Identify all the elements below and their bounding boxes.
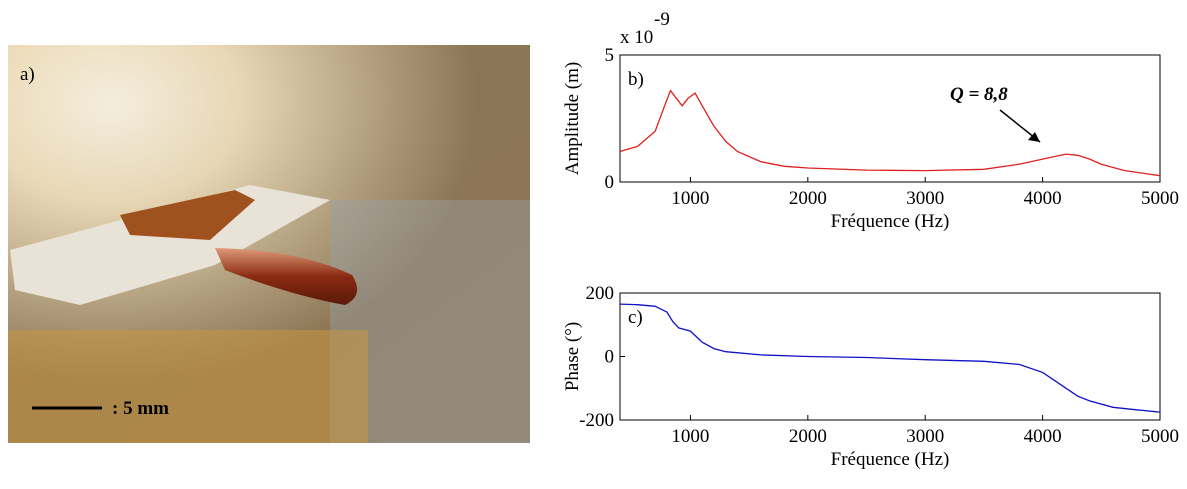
data-line	[619, 89, 1161, 177]
y-tick-label: 0	[605, 172, 615, 193]
x-tick-label: 5000	[1141, 426, 1179, 447]
x-axis-label: Fréquence (Hz)	[831, 449, 950, 470]
scale-label: : 5 mm	[112, 398, 169, 419]
panel-label: b)	[628, 69, 644, 90]
plot-frame	[619, 292, 1161, 421]
data-line	[619, 303, 1161, 413]
y-tick-label: 200	[586, 283, 615, 304]
plot-frame	[619, 54, 1161, 183]
x-tick-label: 2000	[789, 188, 827, 209]
x-tick-label: 3000	[906, 426, 944, 447]
x-tick-label: 1000	[671, 188, 709, 209]
annotation: Q = 8,8	[950, 84, 1008, 105]
x-tick-label: 5000	[1141, 188, 1179, 209]
x-tick-label: 4000	[1024, 426, 1062, 447]
x-tick-label: 3000	[906, 188, 944, 209]
photo: a) : 5 mm	[8, 45, 530, 443]
panel-label: c)	[628, 307, 643, 328]
y-axis-label: Amplitude (m)	[562, 62, 583, 175]
x-tick-label: 2000	[789, 426, 827, 447]
panel-label: a)	[20, 64, 35, 85]
y-multiplier: x 10	[620, 27, 653, 48]
y-tick-label: 5	[605, 45, 615, 66]
x-axis-label: Fréquence (Hz)	[831, 211, 950, 232]
x-tick-label: 1000	[671, 426, 709, 447]
y-tick-label: 0	[605, 347, 615, 368]
arrowhead	[1028, 132, 1040, 142]
x-tick-label: 4000	[1024, 188, 1062, 209]
y-multiplier-exponent: -9	[654, 9, 670, 30]
y-axis-label: Phase (°)	[562, 322, 583, 391]
y-tick-label: -200	[579, 410, 614, 431]
